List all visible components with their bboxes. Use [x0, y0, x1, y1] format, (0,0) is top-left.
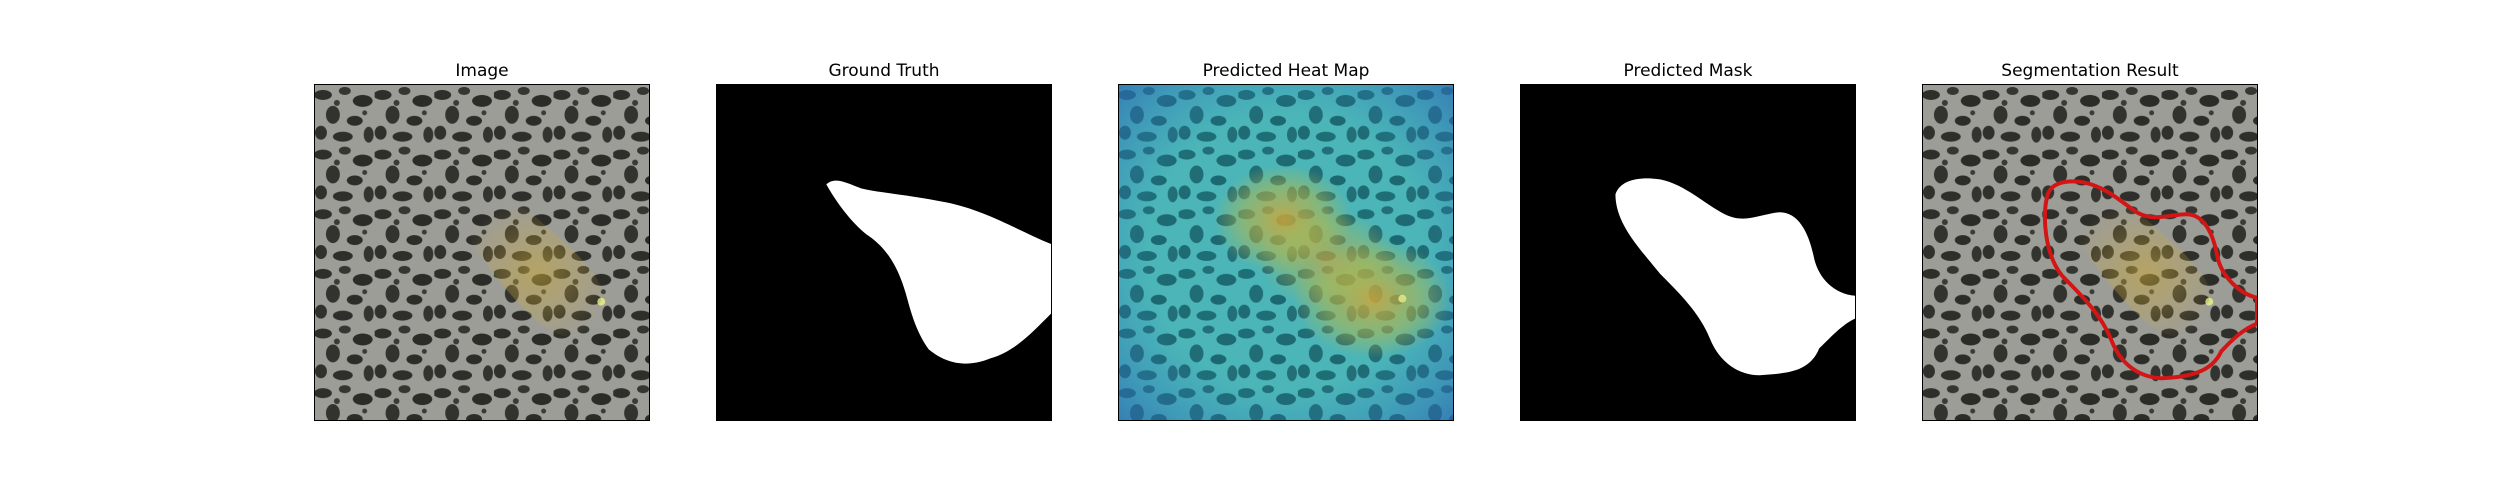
predicted-heat-map — [1118, 84, 1454, 421]
panel-title: Ground Truth — [828, 61, 940, 81]
panel-title: Predicted Mask — [1623, 61, 1753, 81]
panel-heat-map: Predicted Heat Map — [1118, 60, 1454, 421]
heat-map-svg — [1119, 85, 1453, 420]
segmentation-result — [1922, 84, 2258, 421]
panel-ground-truth: Ground Truth — [716, 60, 1052, 421]
ground-truth-svg — [717, 85, 1051, 420]
segmentation-result-svg — [1923, 85, 2257, 420]
input-image-svg — [315, 85, 649, 420]
segmentation-contour — [2042, 179, 2257, 381]
panel-segmentation-result: Segmentation Result — [1922, 60, 2258, 421]
input-image — [314, 84, 650, 421]
predicted-mask — [1520, 84, 1856, 421]
panel-predicted-mask: Predicted Mask — [1520, 60, 1856, 421]
panel-title: Segmentation Result — [2001, 61, 2179, 81]
predicted-mask-svg — [1521, 85, 1855, 420]
panel-title: Image — [455, 61, 509, 81]
ground-truth-mask — [716, 84, 1052, 421]
panel-title: Predicted Heat Map — [1202, 61, 1370, 81]
panel-image: Image — [314, 60, 650, 421]
